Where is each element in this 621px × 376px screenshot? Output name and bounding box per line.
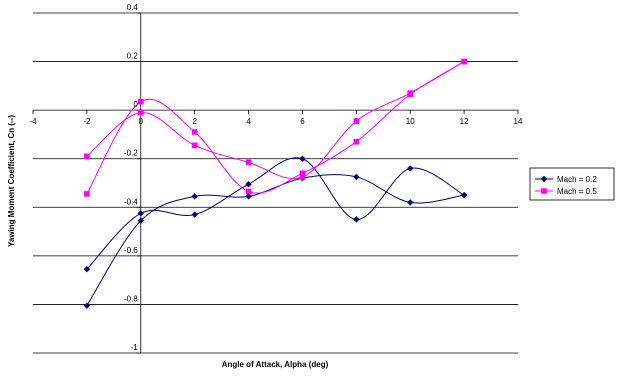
data-point (353, 173, 360, 181)
tick-labels: -4-202468101214-1-0.8-0.6-0.4-0.200.20.4 (29, 3, 523, 352)
data-point (137, 98, 144, 105)
y-tick-label: -0.2 (124, 149, 138, 158)
data-point (84, 153, 90, 160)
plot-area (83, 58, 468, 309)
x-tick-label: 2 (192, 117, 197, 126)
data-point (83, 266, 91, 273)
x-tick-label: -2 (83, 117, 91, 126)
data-point (245, 181, 252, 188)
data-point (299, 174, 306, 180)
data-point (407, 199, 414, 206)
x-tick-label: 14 (514, 117, 523, 126)
y-tick-label: -0.4 (124, 197, 138, 206)
data-point (245, 159, 252, 166)
data-point (191, 129, 198, 135)
data-point (84, 191, 90, 197)
data-point (407, 165, 414, 172)
legend-entry: Mach = 0.5 (557, 187, 597, 196)
series-mach-0-5 (84, 58, 467, 197)
x-tick-label: 0 (139, 117, 144, 126)
data-point (137, 109, 144, 116)
data-point (407, 90, 414, 96)
data-point (540, 175, 548, 183)
data-point (83, 302, 91, 309)
y-axis-title: Yawing Moment Coefficient, Cn (--) (7, 115, 16, 247)
data-point (353, 216, 360, 223)
data-point (353, 118, 360, 124)
data-point (299, 155, 306, 162)
x-tick-label: 12 (460, 117, 469, 126)
data-point (461, 58, 467, 65)
data-point (245, 193, 252, 200)
y-tick-label: -0.8 (124, 294, 138, 303)
y-tick-label: -1 (131, 343, 139, 352)
series-line (86, 157, 465, 270)
y-tick-label: 0.4 (127, 3, 139, 12)
data-point (245, 188, 252, 195)
data-point (191, 193, 198, 200)
data-point (541, 188, 547, 194)
legend-entry: Mach = 0.2 (557, 175, 597, 184)
legend: Mach = 0.2 Mach = 0.5 (529, 167, 615, 201)
gridlines (33, 12, 518, 354)
series-mach-0-2 (83, 155, 468, 309)
data-point (191, 211, 198, 218)
data-point (299, 170, 306, 177)
y-tick-label: 0 (133, 100, 138, 109)
data-point (191, 142, 198, 149)
data-point (353, 138, 360, 145)
y-tick-label: -0.6 (124, 246, 138, 255)
data-point (460, 191, 468, 199)
legend-box (529, 167, 615, 201)
x-tick-label: 6 (300, 117, 305, 126)
data-point (137, 217, 144, 224)
x-tick-label: 10 (406, 117, 415, 126)
x-tick-label: 4 (246, 117, 251, 126)
x-tick-label: -4 (29, 117, 37, 126)
y-tick-label: 0.2 (127, 52, 139, 61)
data-point (137, 210, 144, 217)
x-axis-title: Angle of Attack, Alpha (deg) (222, 360, 329, 369)
